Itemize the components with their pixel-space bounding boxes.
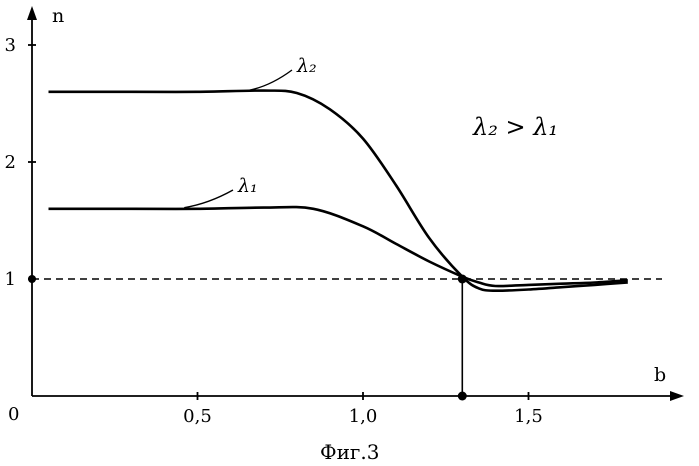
origin-label: 0	[8, 404, 19, 425]
intersection-foot-dot	[458, 392, 467, 401]
x-axis-arrowhead	[670, 391, 684, 401]
x-axis-label: b	[654, 364, 666, 386]
series-label-lambda2: λ₂	[296, 55, 317, 77]
x-tick-label-0: 0,5	[183, 406, 212, 427]
series-line-lambda1	[49, 207, 628, 286]
axes	[27, 6, 684, 401]
series-leader-1	[184, 190, 233, 208]
y-axis-arrowhead	[27, 6, 37, 20]
x-tick-label-1: 1,0	[349, 406, 378, 427]
x-tick-label-2: 1,5	[514, 406, 543, 427]
figure-caption: Фиг.3	[320, 440, 380, 464]
reference-line-start-dot	[28, 275, 36, 283]
y-tick-label-1: 2	[5, 152, 16, 173]
y-tick-label-2: 3	[5, 35, 16, 56]
y-tick-label-0: 1	[5, 269, 16, 290]
reference-layer	[28, 275, 662, 401]
comparison-annotation: λ₂ > λ₁	[472, 113, 558, 141]
series-label-lambda1: λ₁	[237, 175, 258, 197]
series-leader-0	[247, 70, 292, 91]
y-axis-label: n	[52, 5, 64, 27]
